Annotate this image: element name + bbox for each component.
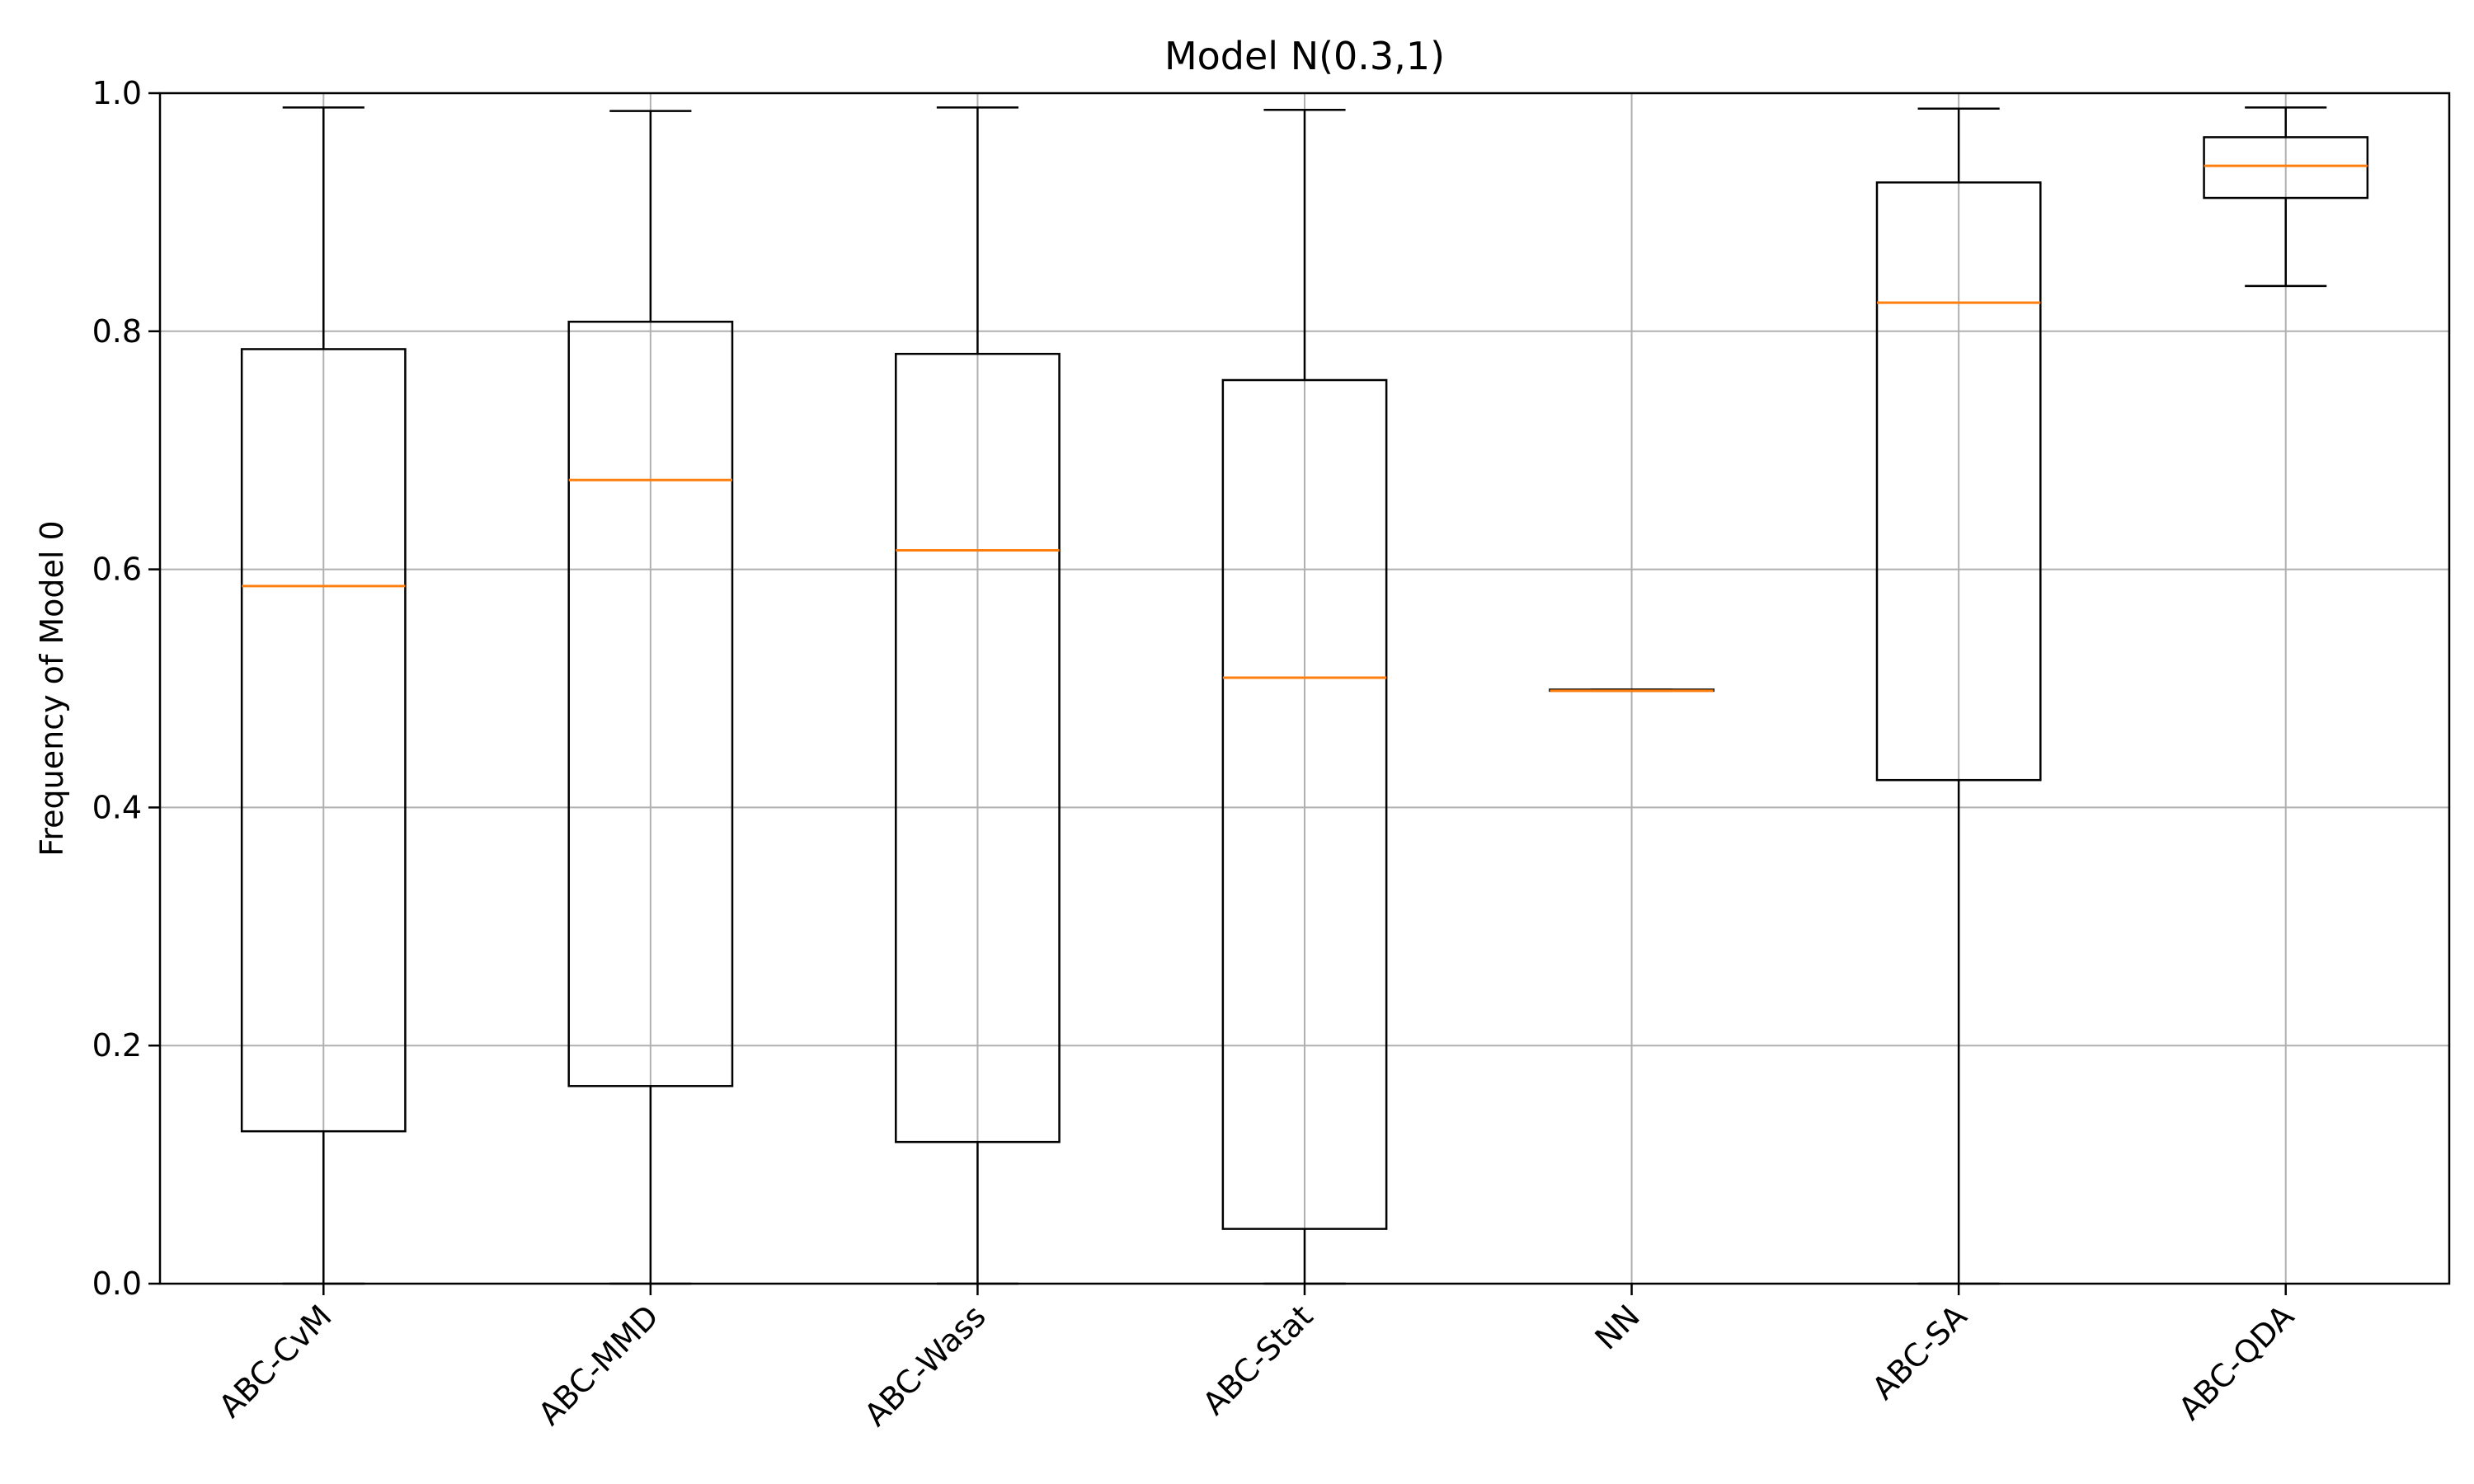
box-abc-wass: [895, 106, 1061, 1285]
box-abc-stat: [1221, 108, 1388, 1285]
y-axis-label: Frequency of Model 0: [34, 520, 70, 856]
y-tick-label: 0.6: [92, 552, 142, 588]
y-tick-label: 0.0: [92, 1266, 142, 1302]
y-tick-label: 0.4: [92, 789, 142, 825]
iqr-box: [1221, 378, 1388, 1230]
iqr-box: [895, 352, 1061, 1144]
chart-title: Model N(0.3,1): [1164, 34, 1445, 78]
iqr-box: [1875, 181, 2042, 782]
y-tick-label: 1.0: [92, 75, 142, 111]
y-tick-label: 0.8: [92, 313, 142, 350]
y-axis-ticks: 0.0 0.2 0.4 0.6 0.8 1.0: [92, 75, 160, 1302]
iqr-box: [240, 348, 407, 1133]
box-nn: [1549, 688, 1714, 693]
y-tick-label: 0.2: [92, 1027, 142, 1064]
iqr-box: [567, 320, 734, 1087]
iqr-box: [2203, 136, 2369, 200]
box-abc-cvm: [240, 106, 407, 1285]
box-abc-qda: [2203, 106, 2369, 288]
box-series: [240, 106, 2369, 1285]
